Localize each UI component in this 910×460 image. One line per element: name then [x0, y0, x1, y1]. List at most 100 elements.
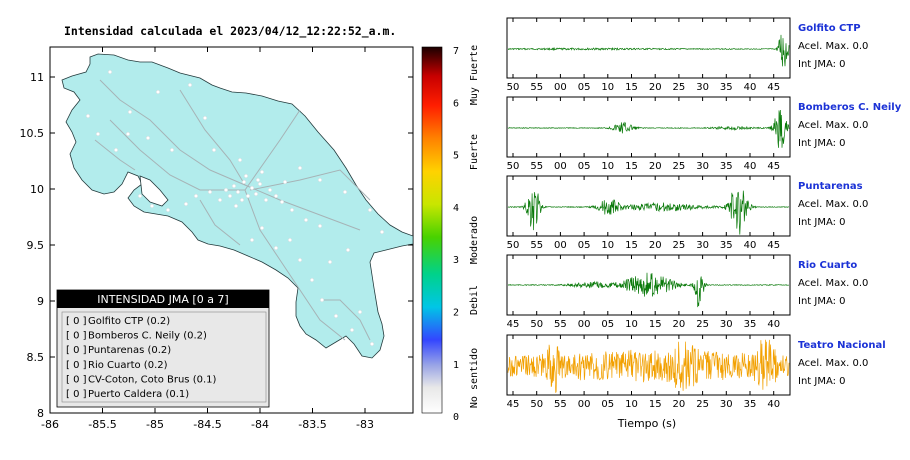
time-tick-label: 05 — [578, 240, 591, 251]
legend-item-station: Puerto Caldera (0.1) — [88, 389, 189, 400]
legend-item-level: [ 0 ] — [66, 360, 87, 371]
time-tick-label: 15 — [625, 161, 638, 172]
time-tick-label: 00 — [554, 82, 567, 93]
time-tick-label: 15 — [625, 82, 638, 93]
time-tick-label: 20 — [649, 161, 662, 172]
time-tick-label: 30 — [696, 161, 709, 172]
time-tick-label: 10 — [625, 319, 638, 330]
time-tick-label: 05 — [601, 399, 614, 410]
time-tick-label: 10 — [601, 82, 614, 93]
time-tick-label: 50 — [530, 399, 543, 410]
time-tick-label: 50 — [507, 240, 520, 251]
time-tick-label: 45 — [507, 399, 520, 410]
time-tick-label: 55 — [530, 82, 543, 93]
time-tick-label: 00 — [554, 240, 567, 251]
time-tick-label: 25 — [673, 240, 686, 251]
station-info: Golfito CTP Acel. Max. 0.0 Int JMA: 0 — [798, 20, 868, 74]
time-tick-label: 25 — [696, 319, 709, 330]
jma-intensity: Int JMA: 0 — [798, 376, 846, 387]
time-tick-label: 55 — [530, 161, 543, 172]
lat-tick-label: 9.5 — [27, 239, 45, 252]
lat-tick-label: 8 — [37, 407, 44, 420]
time-tick-label: 55 — [554, 399, 567, 410]
waveform-trace — [507, 190, 790, 235]
jma-intensity: Int JMA: 0 — [798, 217, 846, 228]
colorbar-level-label: No sentido — [469, 348, 480, 408]
seismogram-panel: 50 55 00 05 10 15 20 25 30 35 40 45 — [506, 17, 791, 93]
lat-tick-label: 10 — [30, 183, 44, 196]
time-tick-label: 05 — [578, 161, 591, 172]
time-tick-label: 10 — [625, 399, 638, 410]
time-tick-label: 55 — [530, 240, 543, 251]
time-tick-label: 40 — [744, 161, 757, 172]
legend-item-station: Puntarenas (0.2) — [88, 345, 171, 356]
time-tick-label: 50 — [530, 319, 543, 330]
time-axis-label: Tiempo (s) — [617, 417, 676, 430]
legend-item-station: Rio Cuarto (0.2) — [88, 360, 168, 371]
colorbar-level-label: Moderado — [469, 216, 480, 264]
time-tick-label: 50 — [507, 161, 520, 172]
station-name: Rio Cuarto — [798, 260, 858, 271]
colorbar-level-label: Muy Fuerte — [469, 45, 480, 105]
waveform-trace — [507, 109, 790, 148]
legend-item-level: [ 0 ] — [66, 389, 87, 400]
station-info: Teatro Nacional Acel. Max. 0.0 Int JMA: 0 — [798, 337, 886, 391]
legend-item-level: [ 0 ] — [66, 374, 87, 385]
lon-tick-label: -86 — [41, 418, 59, 431]
time-tick-label: 30 — [696, 240, 709, 251]
time-tick-label: 25 — [696, 399, 709, 410]
lon-tick-label: -83.5 — [298, 418, 326, 431]
jma-intensity: Int JMA: 0 — [798, 138, 846, 149]
time-tick-label: 15 — [649, 319, 662, 330]
time-tick-label: 45 — [767, 82, 780, 93]
lat-tick-label: 11 — [30, 71, 44, 84]
time-tick-label: 20 — [673, 319, 686, 330]
time-tick-label: 15 — [625, 240, 638, 251]
time-tick-label: 35 — [744, 319, 757, 330]
time-tick-label: 35 — [720, 82, 733, 93]
map-plot: -86 -85.5 -85 -84.5 -84 -83.5 -83 11 10.5 10 9.5 9 8… — [20, 46, 414, 431]
time-tick-label: 40 — [767, 319, 780, 330]
colorbar-tick-label: 0 — [453, 412, 459, 423]
time-tick-label: 40 — [744, 240, 757, 251]
colorbar-tick-label: 4 — [453, 203, 459, 214]
intensity-colorbar: 7 6 5 4 3 2 1 0 Muy Fuerte Fuerte Moderado Debil No… — [421, 45, 480, 423]
time-tick-label: 20 — [649, 82, 662, 93]
max-acceleration: Acel. Max. 0.0 — [798, 358, 869, 369]
jma-intensity: Int JMA: 0 — [798, 59, 846, 70]
time-tick-label: 30 — [720, 399, 733, 410]
legend-item-station: Golfito CTP (0.2) — [88, 316, 170, 327]
colorbar-tick-label: 3 — [453, 255, 459, 266]
lon-tick-label: -84.5 — [193, 418, 221, 431]
legend-item-level: [ 0 ] — [66, 331, 87, 342]
time-tick-label: 10 — [601, 161, 614, 172]
legend-item-station: Bomberos C. Neily (0.2) — [88, 331, 207, 342]
jma-intensity: Int JMA: 0 — [798, 296, 846, 307]
map-axis-ticks: -86 -85.5 -85 -84.5 -84 -83.5 -83 11 10.5 10 9.5 9 8… — [20, 47, 413, 431]
station-name: Bomberos C. Neily — [798, 102, 902, 113]
colorbar-level-label: Debil — [469, 285, 480, 315]
time-tick-label: 10 — [601, 240, 614, 251]
lat-tick-label: 8.5 — [27, 351, 45, 364]
time-tick-label: 35 — [720, 161, 733, 172]
seismogram-panels: 50 55 00 05 10 15 20 25 30 35 40 45 50 55 00 05 10 15 20 25… — [506, 17, 791, 410]
time-tick-label: 40 — [744, 82, 757, 93]
time-tick-label: 25 — [673, 161, 686, 172]
time-tick-label: 00 — [578, 399, 591, 410]
lon-tick-label: -83 — [356, 418, 374, 431]
time-tick-label: 35 — [744, 399, 757, 410]
max-acceleration: Acel. Max. 0.0 — [798, 199, 869, 210]
time-tick-label: 45 — [767, 161, 780, 172]
station-info: Rio Cuarto Acel. Max. 0.0 Int JMA: 0 — [798, 257, 868, 311]
legend-title: INTENSIDAD JMA [0 a 7] — [97, 293, 228, 306]
seismic-station-markers — [85, 69, 385, 347]
time-tick-label: 35 — [720, 240, 733, 251]
nicoya-gulf-inlet — [139, 175, 169, 207]
station-info: Bomberos C. Neily Acel. Max. 0.0 Int JMA: … — [798, 99, 901, 153]
time-tick-label: 05 — [601, 319, 614, 330]
time-tick-label: 20 — [649, 240, 662, 251]
lon-tick-label: -85.5 — [88, 418, 116, 431]
time-tick-label: 40 — [767, 399, 780, 410]
time-tick-label: 45 — [767, 240, 780, 251]
